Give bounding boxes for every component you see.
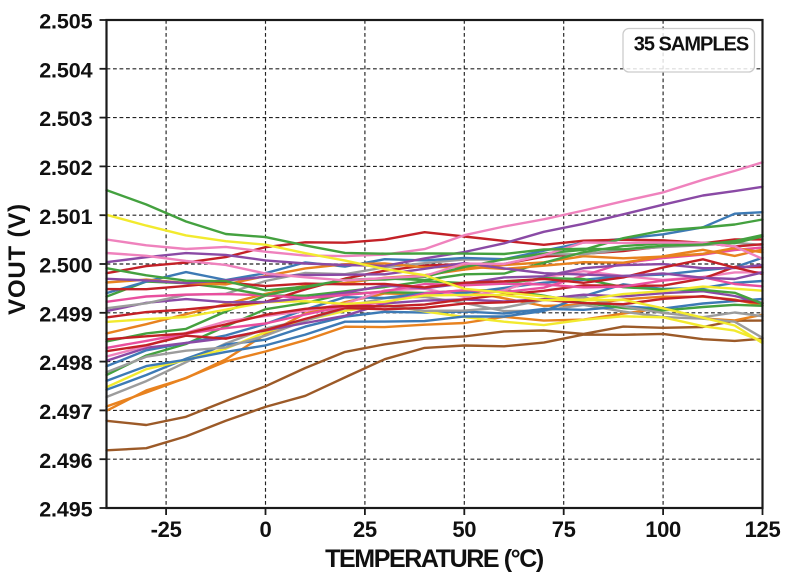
svg-text:35 SAMPLES: 35 SAMPLES — [634, 34, 749, 56]
svg-text:2.503: 2.503 — [39, 107, 92, 131]
svg-text:100: 100 — [645, 517, 681, 542]
svg-text:2.505: 2.505 — [39, 10, 92, 34]
svg-text:2.500: 2.500 — [39, 254, 92, 278]
svg-text:75: 75 — [552, 517, 576, 542]
svg-text:2.495: 2.495 — [39, 498, 92, 522]
svg-text:2.498: 2.498 — [39, 351, 92, 375]
svg-text:2.504: 2.504 — [39, 58, 92, 82]
svg-text:2.497: 2.497 — [39, 400, 92, 424]
svg-text:2.501: 2.501 — [39, 205, 92, 229]
svg-text:25: 25 — [353, 517, 377, 542]
svg-text:TEMPERATURE (°C): TEMPERATURE (°C) — [325, 545, 544, 573]
svg-text:-25: -25 — [151, 517, 182, 542]
svg-text:0: 0 — [260, 517, 272, 542]
svg-text:125: 125 — [745, 517, 781, 542]
svg-text:2.502: 2.502 — [39, 156, 92, 180]
svg-text:2.499: 2.499 — [39, 302, 92, 326]
svg-text:50: 50 — [452, 517, 476, 542]
svg-text:2.496: 2.496 — [39, 449, 92, 473]
svg-text:VOUT (V): VOUT (V) — [4, 203, 31, 315]
